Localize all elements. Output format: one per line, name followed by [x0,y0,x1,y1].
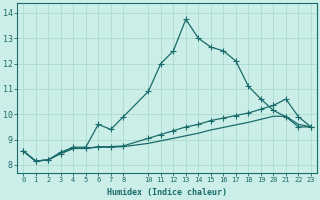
X-axis label: Humidex (Indice chaleur): Humidex (Indice chaleur) [107,188,227,197]
